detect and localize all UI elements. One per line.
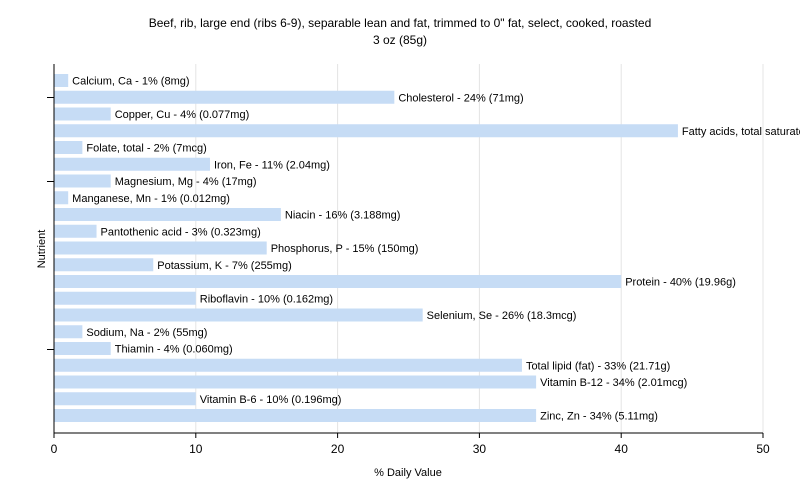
- bar-label: Sodium, Na - 2% (55mg): [86, 327, 207, 339]
- bar: [54, 74, 69, 87]
- bar: [54, 208, 281, 221]
- bar-label: Niacin - 16% (3.188mg): [285, 210, 401, 222]
- bar: [54, 224, 97, 238]
- bar: [54, 291, 196, 305]
- x-tick-label: 20: [331, 442, 345, 456]
- bar-label: Fatty acids, total saturated - 44% (8.75…: [682, 126, 800, 138]
- bar: [54, 358, 522, 372]
- bar: [54, 174, 111, 188]
- bar-label: Selenium, Se - 26% (18.3mcg): [427, 310, 577, 322]
- bar-label: Calcium, Ca - 1% (8mg): [72, 76, 189, 88]
- bar: [54, 308, 423, 322]
- bar-label: Total lipid (fat) - 33% (21.71g): [526, 360, 670, 372]
- bar-label: Folate, total - 2% (7mcg): [86, 143, 206, 155]
- bar: [54, 141, 83, 154]
- x-tick-label: 40: [615, 442, 629, 456]
- bar: [54, 375, 537, 389]
- bar: [54, 241, 267, 255]
- bar: [54, 258, 154, 272]
- bar-label: Vitamin B-6 - 10% (0.196mg): [200, 394, 342, 406]
- bar: [54, 191, 69, 205]
- axes: Beef, rib, large end (ribs 6-9), separab…: [36, 16, 770, 479]
- bar-label: Iron, Fe - 11% (2.04mg): [214, 159, 330, 171]
- bar-label: Phosphorus, P - 15% (150mg): [271, 243, 419, 255]
- x-tick-label: 30: [473, 442, 487, 456]
- bar-label: Potassium, K - 7% (255mg): [157, 260, 292, 272]
- bar: [54, 107, 111, 121]
- bar-label: Zinc, Zn - 34% (5.11mg): [540, 411, 658, 423]
- bar: [54, 124, 678, 138]
- bar-label: Magnesium, Mg - 4% (17mg): [115, 176, 257, 188]
- y-axis-label: Nutrient: [36, 230, 48, 269]
- bar: [54, 90, 395, 104]
- bar-label: Protein - 40% (19.96g): [625, 277, 736, 289]
- chart-subtitle: 3 oz (85g): [373, 33, 427, 47]
- bars: [54, 74, 678, 422]
- bar: [54, 325, 83, 339]
- bar: [54, 342, 111, 355]
- bar: [54, 409, 537, 422]
- bar-label: Thiamin - 4% (0.060mg): [115, 344, 233, 356]
- bar-label: Vitamin B-12 - 34% (2.01mcg): [540, 377, 687, 389]
- bar-label: Pantothenic acid - 3% (0.323mg): [101, 226, 261, 238]
- bar-label: Copper, Cu - 4% (0.077mg): [115, 109, 250, 121]
- x-tick-label: 10: [189, 442, 203, 456]
- bar: [54, 275, 622, 288]
- x-tick-label: 0: [51, 442, 58, 456]
- bar-label: Manganese, Mn - 1% (0.012mg): [72, 193, 230, 205]
- x-tick-label: 50: [756, 442, 770, 456]
- x-axis-label: % Daily Value: [374, 467, 442, 479]
- bar: [54, 157, 210, 171]
- bar-label: Riboflavin - 10% (0.162mg): [200, 293, 333, 305]
- chart-title: Beef, rib, large end (ribs 6-9), separab…: [149, 16, 652, 30]
- bar-labels: Calcium, Ca - 1% (8mg) Cholesterol - 24% …: [72, 76, 800, 423]
- bar: [54, 392, 196, 406]
- bar-label: Cholesterol - 24% (71mg): [398, 92, 523, 104]
